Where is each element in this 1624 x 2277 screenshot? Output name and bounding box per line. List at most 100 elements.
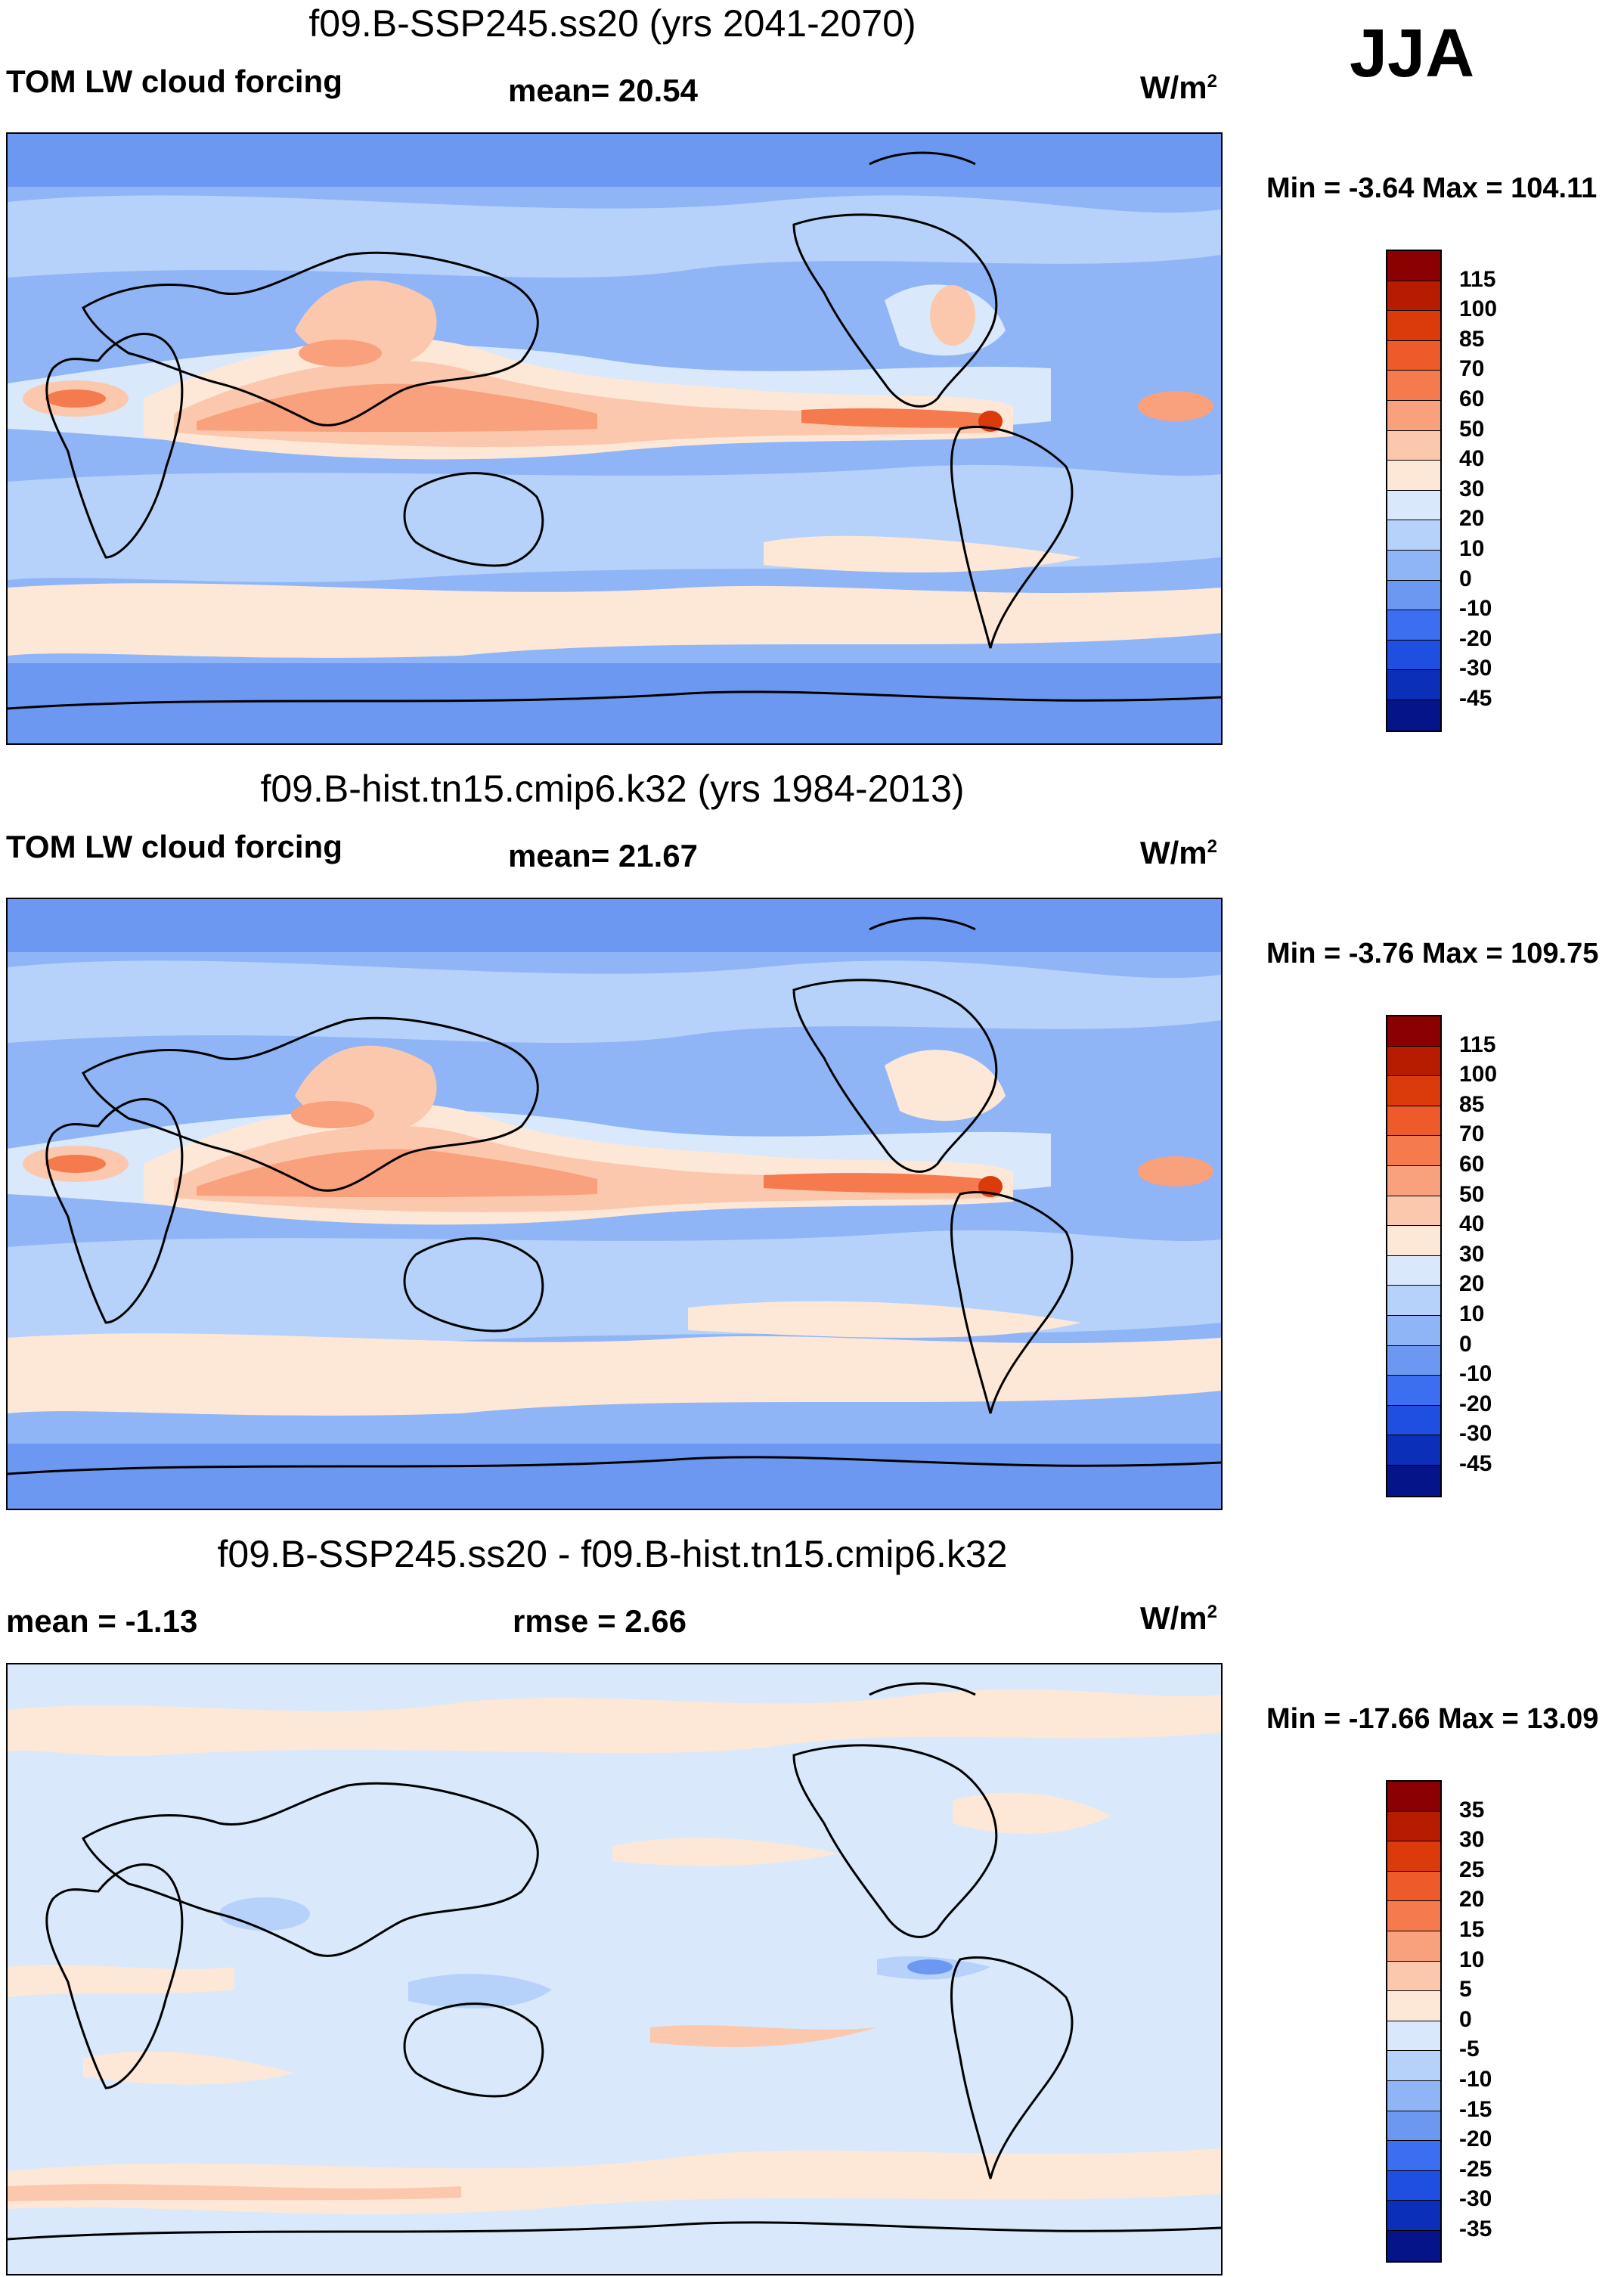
colorbar-label: 0 [1459, 1331, 1472, 1357]
colorbar-label: 115 [1459, 266, 1496, 292]
panel-1-units: W/m2 [1140, 70, 1218, 105]
panel-2-map [6, 898, 1223, 1510]
colorbar-swatch [1387, 580, 1440, 611]
panel-1-colorbar [1386, 250, 1442, 732]
colorbar-label: -10 [1459, 1361, 1492, 1387]
colorbar-label: -25 [1459, 2156, 1492, 2182]
panel-3-rmse-label: rmse = 2.66 [513, 1603, 687, 1639]
colorbar-label: 0 [1459, 566, 1472, 591]
colorbar-swatch [1387, 2111, 1440, 2142]
colorbar-label: 20 [1459, 506, 1485, 532]
colorbar-label: 10 [1459, 1947, 1485, 1972]
colorbar-swatch [1387, 520, 1440, 551]
colorbar-swatch [1387, 1841, 1440, 1872]
colorbar-swatch [1387, 1255, 1440, 1286]
colorbar-label: 5 [1459, 1977, 1472, 2002]
colorbar-label: -45 [1459, 686, 1492, 711]
colorbar-swatch [1387, 1465, 1440, 1496]
colorbar-label: 115 [1459, 1031, 1496, 1057]
colorbar-swatch [1387, 251, 1440, 281]
colorbar-label: -20 [1459, 1391, 1492, 1416]
colorbar-swatch [1387, 430, 1440, 461]
colorbar-swatch [1387, 610, 1440, 641]
colorbar-swatch [1387, 461, 1440, 491]
panel-3-minmax: Min = -17.66 Max = 13.09 [1266, 1703, 1599, 1735]
colorbar-label: 20 [1459, 1271, 1485, 1297]
colorbar-label: 70 [1459, 1121, 1485, 1147]
colorbar-label: -10 [1459, 2067, 1492, 2092]
panel-2-mean-label: mean= 21.67 [508, 838, 699, 873]
colorbar-label: 30 [1459, 1241, 1485, 1267]
panel-3-mean-label: mean = -1.13 [6, 1603, 198, 1639]
colorbar-label: 0 [1459, 2006, 1472, 2032]
colorbar-label: 10 [1459, 536, 1485, 561]
colorbar-label: 40 [1459, 1211, 1485, 1237]
colorbar-label: 35 [1459, 1797, 1485, 1823]
colorbar-swatch [1387, 1961, 1440, 1992]
colorbar-label: 30 [1459, 1827, 1485, 1853]
colorbar-swatch [1387, 1345, 1440, 1376]
colorbar-label: 50 [1459, 416, 1485, 442]
colorbar-label: 20 [1459, 1887, 1485, 1912]
colorbar-swatch [1387, 2170, 1440, 2201]
colorbar-swatch [1387, 1811, 1440, 1842]
colorbar-swatch [1387, 311, 1440, 341]
colorbar-label: 60 [1459, 386, 1485, 411]
colorbar-swatch [1387, 1405, 1440, 1436]
panel-2-left-label: TOM LW cloud forcing [6, 829, 342, 864]
colorbar-swatch [1387, 2201, 1440, 2231]
colorbar-swatch [1387, 1991, 1440, 2021]
panel-3-colorbar [1386, 1780, 1442, 2263]
colorbar-swatch [1387, 1196, 1440, 1227]
colorbar-swatch [1387, 1046, 1440, 1077]
panel-2-title: f09.B-hist.tn15.cmip6.k32 (yrs 1984-2013… [260, 768, 965, 810]
season-label: JJA [1350, 16, 1475, 92]
colorbar-swatch [1387, 1165, 1440, 1196]
colorbar-label: -20 [1459, 2127, 1492, 2152]
colorbar-swatch [1387, 1315, 1440, 1346]
colorbar-swatch [1387, 340, 1440, 371]
colorbar-label: 85 [1459, 326, 1485, 352]
colorbar-label: 50 [1459, 1181, 1485, 1207]
colorbar-swatch [1387, 2051, 1440, 2081]
panel-2-colorbar [1386, 1015, 1442, 1497]
colorbar-label: 10 [1459, 1301, 1485, 1326]
colorbar-label: 85 [1459, 1091, 1485, 1117]
colorbar-swatch [1387, 700, 1440, 731]
colorbar-swatch [1387, 400, 1440, 431]
panel-1-map [6, 132, 1223, 745]
colorbar-swatch [1387, 281, 1440, 312]
colorbar-swatch [1387, 2141, 1440, 2171]
panel-1-minmax: Min = -3.64 Max = 104.11 [1266, 172, 1598, 204]
colorbar-swatch [1387, 1286, 1440, 1316]
colorbar-swatch [1387, 1782, 1440, 1812]
colorbar-swatch [1387, 670, 1440, 700]
colorbar-swatch [1387, 1076, 1440, 1106]
colorbar-swatch [1387, 1226, 1440, 1256]
colorbar-label: 100 [1459, 296, 1498, 322]
colorbar-swatch [1387, 1136, 1440, 1166]
colorbar-label: 40 [1459, 446, 1485, 472]
colorbar-swatch [1387, 640, 1440, 671]
colorbar-label: 70 [1459, 356, 1485, 382]
colorbar-swatch [1387, 1435, 1440, 1466]
panel-1-mean-label: mean= 20.54 [508, 73, 699, 108]
colorbar-swatch [1387, 2230, 1440, 2261]
panel-3-map [6, 1663, 1223, 2275]
colorbar-swatch [1387, 2080, 1440, 2111]
colorbar-label: -35 [1459, 2217, 1492, 2241]
colorbar-label: -5 [1459, 2037, 1480, 2062]
colorbar-swatch [1387, 1376, 1440, 1406]
colorbar-label: -30 [1459, 2186, 1492, 2212]
colorbar-swatch [1387, 1016, 1440, 1047]
colorbar-swatch [1387, 550, 1440, 581]
colorbar-label: -20 [1459, 625, 1492, 651]
panel-2-units: W/m2 [1140, 835, 1218, 870]
colorbar-swatch [1387, 1901, 1440, 1931]
colorbar-swatch [1387, 1931, 1440, 1962]
colorbar-label: -45 [1459, 1451, 1492, 1476]
panel-1-left-label: TOM LW cloud forcing [6, 64, 342, 99]
colorbar-swatch [1387, 1106, 1440, 1137]
colorbar-swatch [1387, 2021, 1440, 2052]
colorbar-label: -15 [1459, 2096, 1492, 2122]
